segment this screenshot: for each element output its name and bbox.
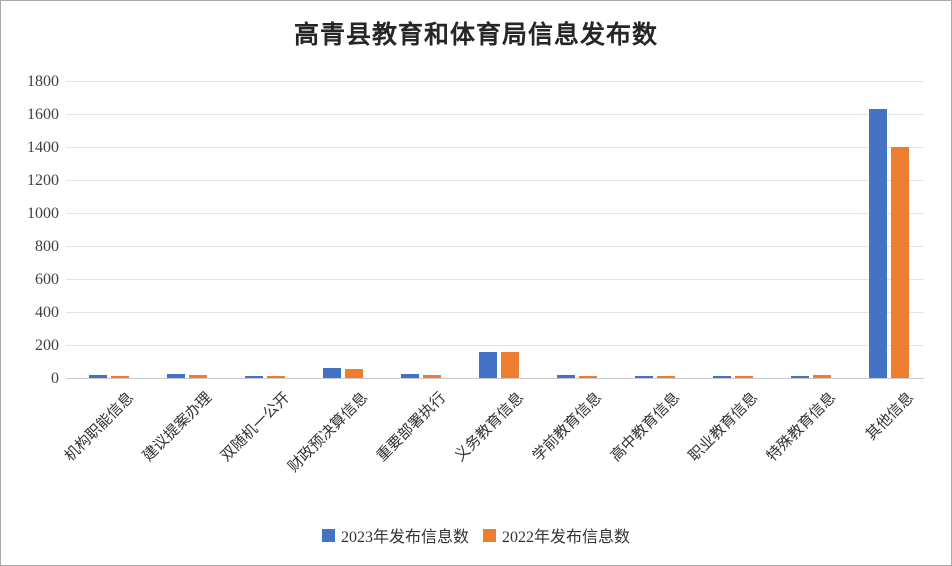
legend-label: 2022年发布信息数 bbox=[502, 529, 631, 546]
bar-2023 bbox=[401, 374, 419, 378]
x-axis-line bbox=[66, 378, 924, 379]
bar-2023 bbox=[635, 376, 653, 378]
bar-2023 bbox=[89, 375, 107, 378]
x-tick-label: 重要部署执行 bbox=[374, 389, 450, 465]
bar-2023 bbox=[323, 368, 341, 378]
bar-2022 bbox=[813, 375, 831, 378]
legend-label: 2023年发布信息数 bbox=[340, 529, 469, 546]
y-tick-label: 600 bbox=[35, 271, 59, 288]
legend: 2023年发布信息数 2022年发布信息数 bbox=[1, 524, 951, 546]
gridline bbox=[66, 180, 924, 181]
gridline bbox=[66, 279, 924, 280]
gridline bbox=[66, 213, 924, 214]
bar-2023 bbox=[869, 109, 887, 378]
legend-item-2023: 2023年发布信息数 bbox=[321, 523, 469, 547]
y-tick-label: 1600 bbox=[27, 106, 59, 123]
bar-2023 bbox=[479, 352, 497, 378]
bar-2022 bbox=[345, 369, 363, 378]
y-tick-label: 1800 bbox=[27, 73, 59, 90]
y-tick-label: 200 bbox=[35, 337, 59, 354]
y-tick-label: 0 bbox=[51, 370, 59, 387]
gridline bbox=[66, 345, 924, 346]
bar-2022 bbox=[501, 352, 519, 378]
chart-title: 高青县教育和体育局信息发布数 bbox=[293, 22, 658, 49]
y-tick-label: 1000 bbox=[27, 205, 59, 222]
x-axis-labels: 机构职能信息 建议提案办理 双随机一公开 财政预决算信息 重要部署执行 义务教育信息 学前教… bbox=[1, 387, 951, 527]
gridline bbox=[66, 312, 924, 313]
plot-area bbox=[66, 81, 924, 379]
bar-2022 bbox=[657, 376, 675, 378]
y-tick-label: 800 bbox=[35, 238, 59, 255]
bar-2022 bbox=[111, 376, 129, 378]
x-tick-label: 特殊教育信息 bbox=[764, 389, 840, 465]
y-axis-labels: 0 200 400 600 800 1000 1200 1400 1600 1800 bbox=[1, 73, 59, 387]
legend-swatch-icon bbox=[483, 528, 496, 542]
bar-2023 bbox=[791, 376, 809, 378]
x-tick-label: 其他信息 bbox=[863, 389, 918, 444]
x-tick-label: 机构职能信息 bbox=[62, 389, 138, 465]
x-tick-label: 建议提案办理 bbox=[140, 389, 216, 465]
legend-item-2022: 2022年发布信息数 bbox=[483, 523, 630, 547]
y-tick-label: 1400 bbox=[27, 139, 59, 156]
bar-2022 bbox=[891, 147, 909, 378]
legend-swatch-icon bbox=[321, 528, 335, 542]
gridline bbox=[66, 246, 924, 247]
gridline bbox=[66, 114, 924, 115]
y-tick-label: 400 bbox=[35, 304, 59, 321]
bar-2023 bbox=[557, 375, 575, 378]
gridline bbox=[66, 147, 924, 148]
y-tick-label: 1200 bbox=[27, 172, 59, 189]
x-tick-label: 职业教育信息 bbox=[686, 389, 762, 465]
bar-2023 bbox=[167, 374, 185, 378]
bar-2022 bbox=[267, 376, 285, 378]
x-tick-label: 义务教育信息 bbox=[452, 389, 528, 465]
gridline bbox=[66, 81, 924, 82]
x-tick-label: 双随机一公开 bbox=[218, 389, 294, 465]
bar-2022 bbox=[579, 376, 597, 378]
bar-2022 bbox=[189, 375, 207, 378]
bar-2023 bbox=[713, 376, 731, 378]
bar-2022 bbox=[735, 376, 753, 378]
x-tick-label: 学前教育信息 bbox=[530, 389, 606, 465]
x-tick-label: 高中教育信息 bbox=[608, 389, 684, 465]
x-tick-label: 财政预决算信息 bbox=[285, 389, 372, 476]
bar-2022 bbox=[423, 375, 441, 378]
bar-2023 bbox=[245, 376, 263, 378]
